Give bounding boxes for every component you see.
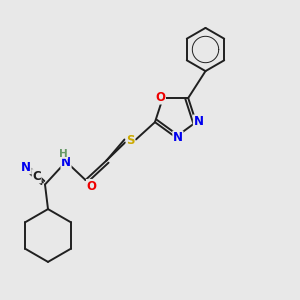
Text: N: N [173,131,183,144]
Text: N: N [61,155,71,169]
Text: S: S [126,134,135,148]
Text: O: O [86,179,97,193]
Text: O: O [155,91,165,104]
Text: N: N [194,115,203,128]
Text: H: H [59,148,68,159]
Text: N: N [21,161,31,174]
Text: C: C [32,170,41,183]
